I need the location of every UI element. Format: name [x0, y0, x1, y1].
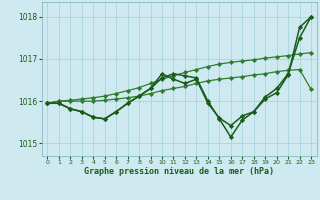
X-axis label: Graphe pression niveau de la mer (hPa): Graphe pression niveau de la mer (hPa) — [84, 167, 274, 176]
